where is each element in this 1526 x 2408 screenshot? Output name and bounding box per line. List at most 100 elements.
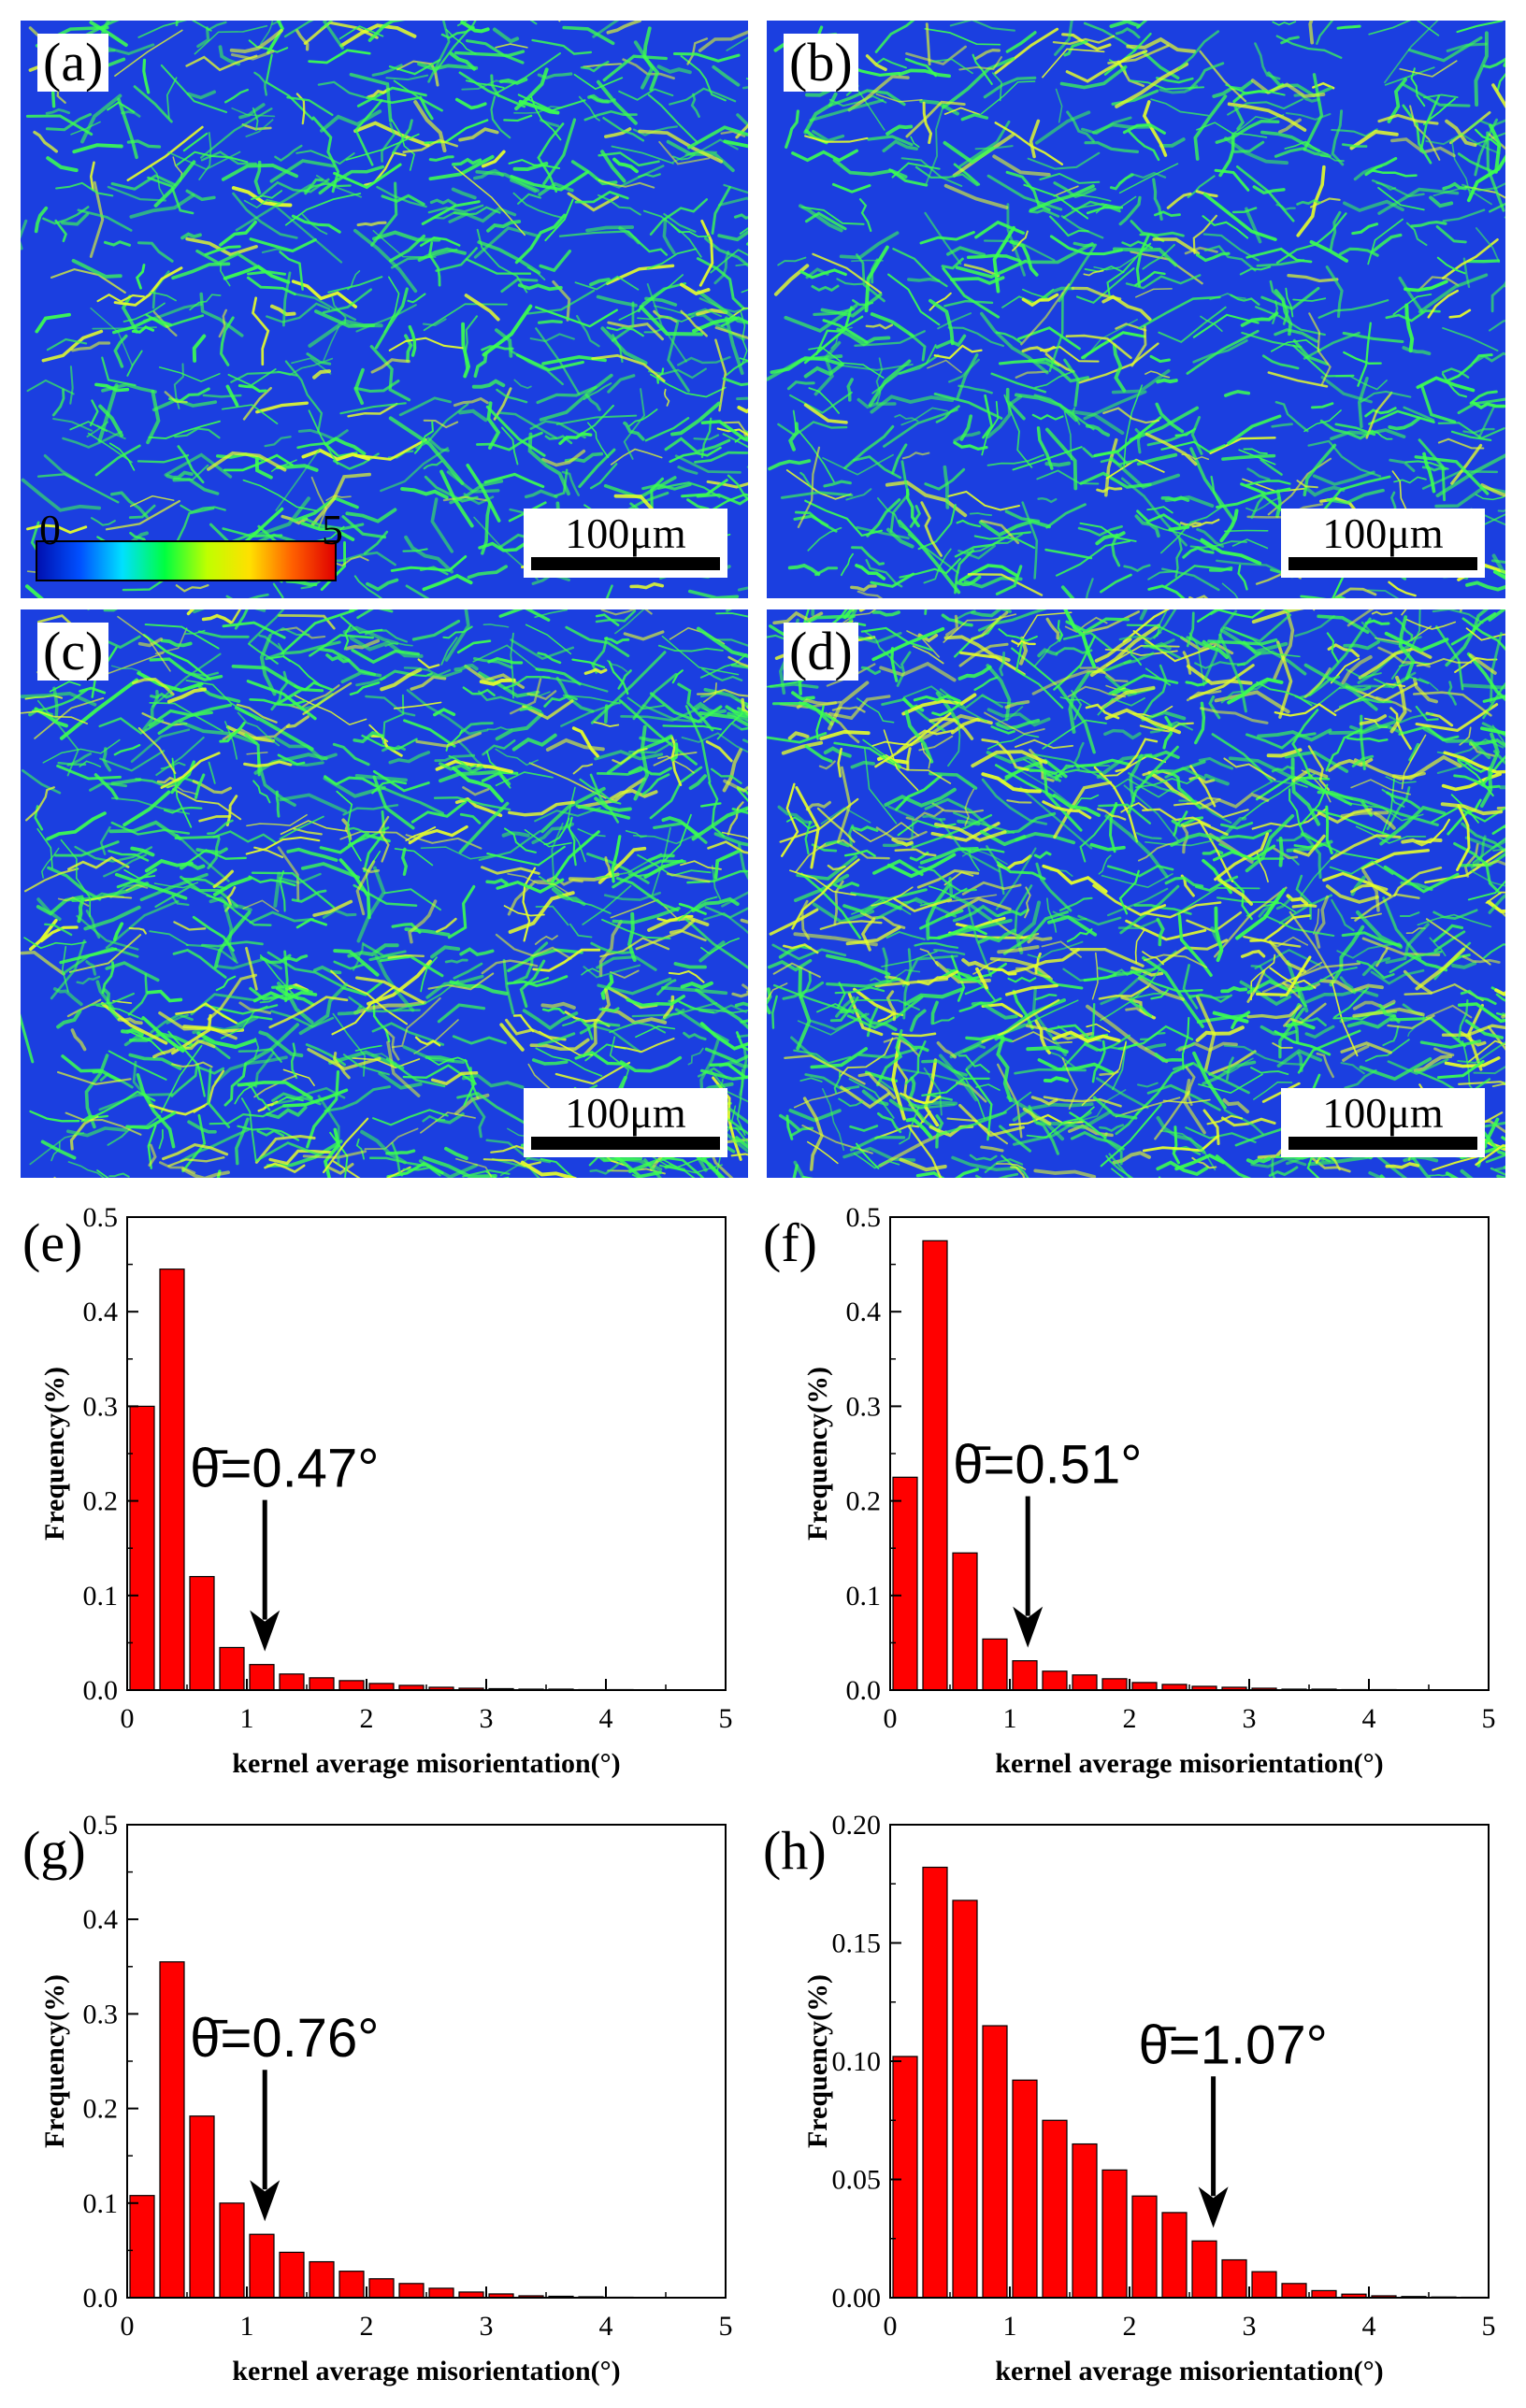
bar-f-5 — [1042, 1670, 1068, 1691]
scale-bar-b: 100μm — [1281, 509, 1485, 578]
x-tick-label: 2 — [1123, 2311, 1137, 2342]
y-tick-label: 0.2 — [83, 2094, 119, 2125]
kam-map-c-boundaries — [21, 609, 748, 1178]
x-tick-label: 1 — [240, 2311, 254, 2342]
annotation-arrow-head — [1198, 2186, 1229, 2229]
x-tick-label: 4 — [1362, 1703, 1376, 1734]
y-axis-label: Frequency(%) — [39, 1367, 70, 1541]
y-tick-label: 0.4 — [83, 1297, 119, 1327]
bar-f-3 — [982, 1638, 1008, 1691]
bar-h-10 — [1191, 2240, 1217, 2299]
panel-label-d: (d) — [784, 623, 858, 681]
mean-annotation: θ̄=0.47° — [190, 1439, 379, 1499]
colorbar-max-label: 5 — [322, 506, 343, 553]
bar-f-0 — [892, 1476, 918, 1691]
y-tick-label: 0.0 — [83, 2283, 119, 2314]
bar-g-7 — [338, 2271, 365, 2299]
bar-h-8 — [1131, 2195, 1158, 2299]
bar-h-0 — [892, 2056, 918, 2299]
scale-bar-label: 100μm — [1322, 509, 1444, 557]
chart-label-f: (f) — [763, 1212, 817, 1273]
histogram-g-svg: 0 1 2 3 4 5 0.0 0.1 0.2 0.3 0.4 0.5 kernel average m… — [39, 1810, 733, 2386]
bar-e-2 — [189, 1575, 215, 1691]
histogram-h: (h) 0 1 2 3 4 5 0.00 0.05 0.10 0.15 0.20 kernel ave… — [763, 1804, 1526, 2402]
bar-h-3 — [982, 2025, 1008, 2299]
bar-h-9 — [1161, 2212, 1188, 2299]
y-tick-label: 0.2 — [83, 1486, 119, 1517]
bar-h-12 — [1251, 2271, 1277, 2299]
kam-map-b: (b) 100μm — [767, 21, 1505, 598]
bar-h-11 — [1221, 2258, 1247, 2299]
scale-bar-line — [531, 557, 720, 570]
mean-annotation: θ̄=0.51° — [953, 1435, 1142, 1496]
y-tick-label: 0.3 — [846, 1391, 882, 1422]
y-axis-label: Frequency(%) — [802, 1367, 833, 1541]
scale-bar-label: 100μm — [565, 1089, 686, 1137]
y-tick-label: 0.5 — [83, 1810, 119, 1841]
x-tick-label: 2 — [1123, 1703, 1137, 1734]
bar-e-0 — [129, 1405, 155, 1691]
histogram-e-svg: 0 1 2 3 4 5 0.0 0.1 0.2 0.3 0.4 0.5 kernel average m… — [39, 1202, 733, 1779]
x-tick-label: 3 — [1243, 1703, 1257, 1734]
x-tick-label: 1 — [1003, 1703, 1017, 1734]
bar-g-3 — [219, 2202, 245, 2299]
y-tick-label: 0.1 — [846, 1581, 882, 1612]
bar-e-7 — [338, 1680, 365, 1691]
x-tick-label: 1 — [240, 1703, 254, 1734]
bar-f-4 — [1012, 1660, 1038, 1691]
y-tick-label: 0.4 — [846, 1297, 882, 1327]
x-tick-label: 3 — [1243, 2311, 1257, 2342]
bar-g-6 — [309, 2260, 335, 2299]
bar-f-8 — [1131, 1682, 1158, 1691]
histogram-f-svg: 0 1 2 3 4 5 0.0 0.1 0.2 0.3 0.4 0.5 kernel average m… — [802, 1202, 1496, 1779]
kam-map-a: (a) 0 5 100μm — [21, 21, 748, 598]
x-tick-label: 4 — [599, 1703, 613, 1734]
x-tick-label: 0 — [884, 1703, 898, 1734]
bar-h-6 — [1072, 2143, 1098, 2299]
y-tick-label: 0.20 — [832, 1810, 882, 1841]
y-tick-label: 0.00 — [832, 2283, 882, 2314]
x-axis-label: kernel average misorientation(°) — [995, 2356, 1383, 2386]
x-tick-label: 2 — [360, 2311, 374, 2342]
x-tick-label: 0 — [884, 2311, 898, 2342]
x-tick-label: 1 — [1003, 2311, 1017, 2342]
mean-annotation: θ̄=0.76° — [190, 2008, 379, 2069]
y-tick-label: 0.3 — [83, 1999, 119, 2029]
y-tick-label: 0.1 — [83, 2188, 119, 2219]
bar-g-4 — [249, 2233, 275, 2299]
bar-f-7 — [1101, 1678, 1128, 1691]
y-tick-label: 0.15 — [832, 1928, 882, 1959]
y-tick-label: 0.2 — [846, 1486, 882, 1517]
bar-h-5 — [1042, 2119, 1068, 2299]
y-tick-label: 0.05 — [832, 2165, 882, 2196]
annotation-arrow-head — [250, 1610, 281, 1652]
kam-map-b-texture — [767, 21, 1505, 598]
mean-annotation: θ̄=1.07° — [1139, 2014, 1328, 2075]
colorbar — [36, 540, 337, 581]
y-tick-label: 0.3 — [83, 1391, 119, 1422]
kam-map-b-boundaries — [767, 21, 1505, 598]
x-axis-label: kernel average misorientation(°) — [232, 2356, 620, 2386]
bar-e-8 — [368, 1683, 395, 1691]
y-tick-label: 0.5 — [846, 1202, 882, 1233]
y-tick-label: 0.0 — [83, 1675, 119, 1706]
x-tick-label: 3 — [480, 1703, 494, 1734]
x-tick-label: 4 — [1362, 2311, 1376, 2342]
x-axis-label: kernel average misorientation(°) — [232, 1748, 620, 1779]
kam-map-c-texture — [21, 609, 748, 1178]
y-axis-label: Frequency(%) — [802, 1974, 833, 2148]
bar-e-5 — [279, 1673, 305, 1691]
y-tick-label: 0.4 — [83, 1904, 119, 1935]
annotation-arrow-head — [250, 2180, 281, 2222]
bar-h-2 — [952, 1899, 978, 2299]
scale-bar-a: 100μm — [524, 509, 727, 578]
bar-g-8 — [368, 2278, 395, 2299]
histogram-e: (e) 0 1 2 3 4 5 0.0 0.1 0.2 0.3 0.4 0.5 kernel avera… — [0, 1197, 763, 1795]
x-tick-label: 0 — [121, 1703, 135, 1734]
bar-g-0 — [129, 2195, 155, 2299]
scale-bar-line — [1288, 557, 1477, 570]
annotation-arrow-head — [1013, 1606, 1044, 1648]
scale-bar-line — [1288, 1137, 1477, 1150]
scale-bar-c: 100μm — [524, 1088, 727, 1157]
y-tick-label: 0.5 — [83, 1202, 119, 1233]
